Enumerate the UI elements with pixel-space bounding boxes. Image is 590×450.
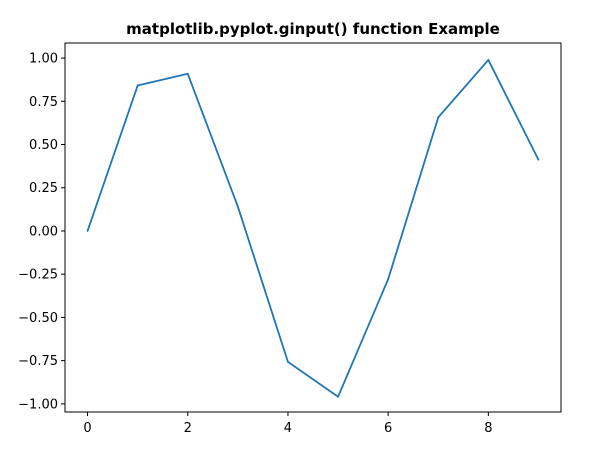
- x-tick-label: 0: [83, 421, 91, 436]
- axes-frame: [64, 42, 562, 413]
- x-tick-label: 4: [284, 421, 292, 436]
- data-point: [136, 84, 139, 87]
- data-point: [186, 72, 189, 75]
- data-point: [287, 360, 289, 363]
- data-point: [236, 205, 239, 208]
- x-tick-label: 6: [384, 421, 392, 436]
- plot-area: 0 2 4 6 8 1.00 0.75 0.50 0.25 0.00 −0.25 −0.50 −0.75…: [18, 42, 562, 436]
- y-tick-label: 0.75: [29, 95, 58, 110]
- data-point: [437, 116, 440, 119]
- y-tick-label: −0.75: [18, 354, 58, 369]
- data-point: [537, 158, 540, 161]
- data-point: [387, 278, 390, 281]
- y-tick-label: 0.50: [29, 138, 58, 153]
- y-tick-label: 0.00: [29, 224, 58, 239]
- y-tick-label: −0.25: [18, 268, 58, 283]
- x-tick-label: 2: [184, 421, 192, 436]
- data-point: [337, 395, 339, 398]
- chart-title: matplotlib.pyplot.ginput() function Exam…: [126, 20, 500, 38]
- y-tick-label: −1.00: [18, 397, 58, 412]
- data-point: [487, 59, 490, 61]
- series-line: [86, 59, 540, 398]
- y-tick-label: 1.00: [29, 52, 58, 67]
- data-point: [86, 230, 89, 232]
- y-tick-label: −0.50: [18, 311, 58, 326]
- x-tick-label: 8: [484, 421, 492, 436]
- y-tick-label: 0.25: [29, 181, 58, 196]
